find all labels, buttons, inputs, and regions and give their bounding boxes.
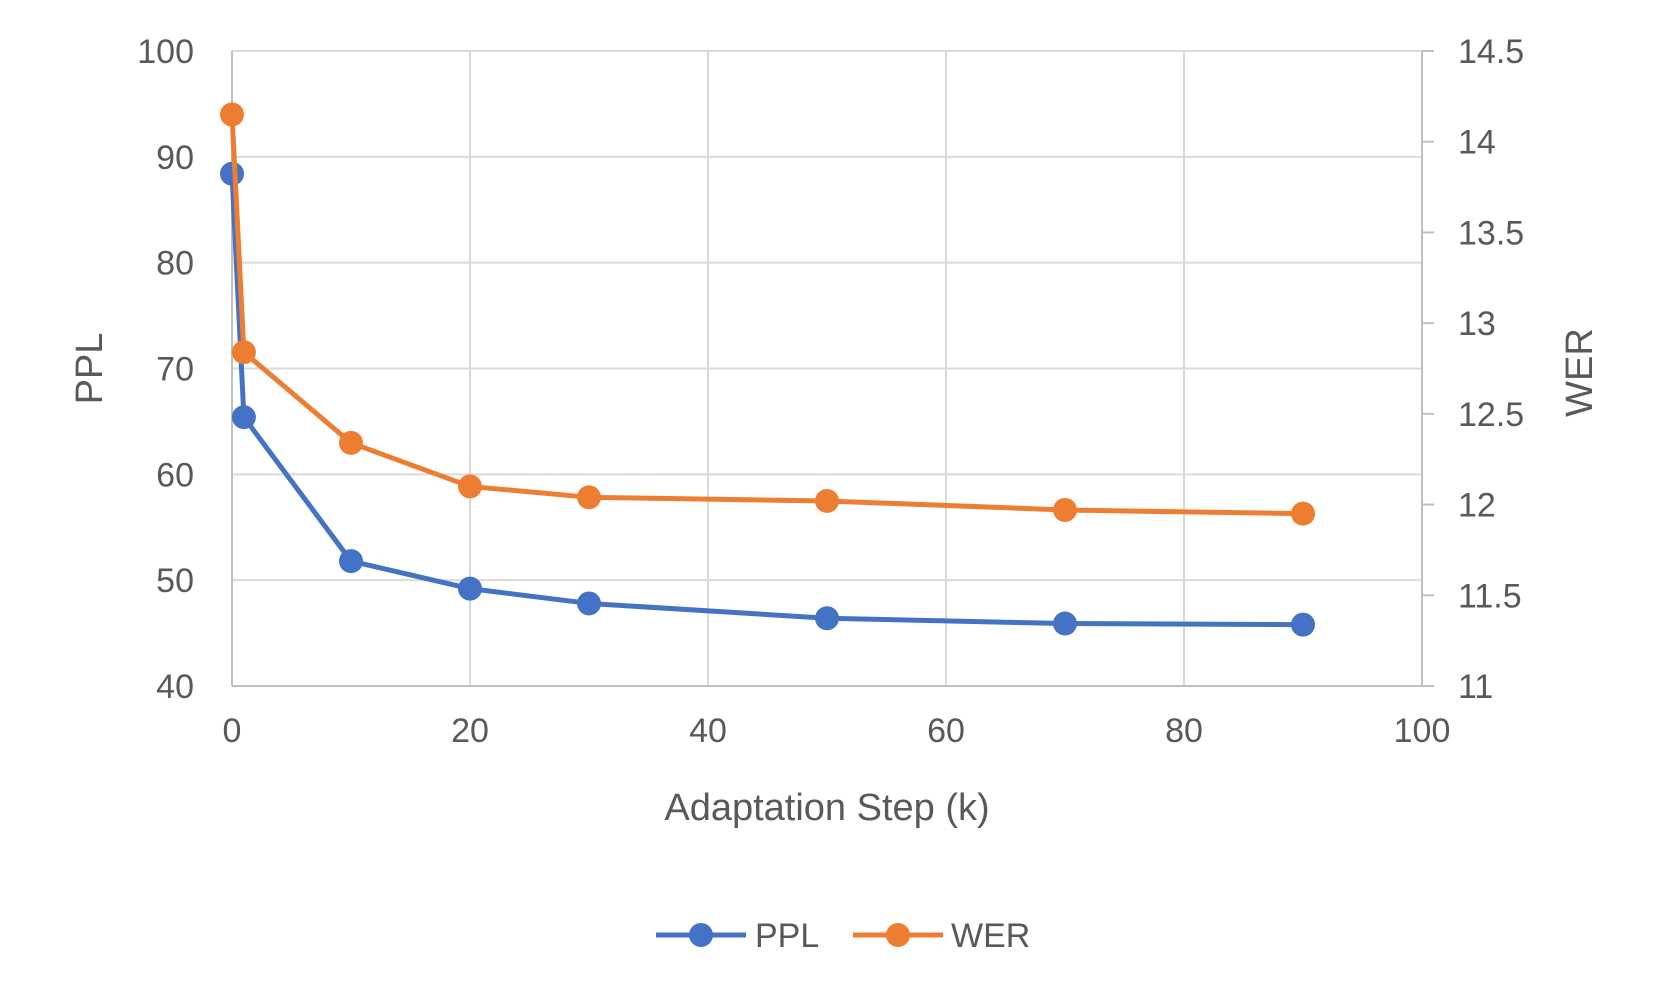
ppl-data-point <box>220 161 244 186</box>
wer-data-point <box>231 340 256 365</box>
y2-tick-label: 14 <box>1458 124 1496 162</box>
wer-data-point <box>1053 498 1077 523</box>
x-tick-label: 40 <box>689 712 727 750</box>
wer-data-point <box>815 488 839 513</box>
gridlines <box>231 50 1423 687</box>
y-tick-label: 50 <box>156 562 194 600</box>
x-tick-label: 80 <box>1165 712 1203 750</box>
y-tick-label: 70 <box>156 351 194 389</box>
wer-data-point <box>220 102 244 127</box>
y-tick-label: 80 <box>156 245 194 283</box>
y2-tick-label: 11.5 <box>1458 577 1522 615</box>
ppl-series-line <box>229 171 1306 628</box>
y2-axis-title: WER <box>1559 328 1601 417</box>
ppl-data-point <box>231 405 256 430</box>
legend: PPL WER <box>656 917 1030 955</box>
y2-tick-label: 13.5 <box>1458 214 1524 252</box>
x-axis-title: Adaptation Step (k) <box>664 787 989 829</box>
wer-data-point <box>577 485 601 510</box>
x-tick-label: 60 <box>927 712 965 750</box>
x-tick-label: 0 <box>223 712 242 750</box>
ppl-data-point <box>577 591 601 616</box>
x-tick-label: 20 <box>451 712 489 750</box>
y2-tick-label: 14.5 <box>1458 33 1524 71</box>
y-tick-label: 60 <box>156 456 194 494</box>
ppl-data-point <box>458 576 482 601</box>
series-lines <box>220 102 1315 637</box>
y-axis-title: PPL <box>69 333 111 405</box>
y-tick-label: 40 <box>156 668 194 706</box>
y2-tick-label: 12 <box>1458 487 1496 525</box>
wer-legend-marker <box>886 923 910 947</box>
ppl-data-point <box>815 606 839 631</box>
y-tick-label: 100 <box>137 33 194 71</box>
y2-tick-label: 12.5 <box>1458 396 1524 434</box>
ppl-data-point <box>1053 611 1077 636</box>
ppl-data-point <box>339 549 363 574</box>
y2-tick-label: 13 <box>1458 305 1496 343</box>
x-tick-label: 100 <box>1394 712 1451 750</box>
wer-series-line <box>229 112 1306 517</box>
y-tick-label: 90 <box>156 139 194 177</box>
ppl-legend-marker <box>689 923 713 947</box>
wer-data-point <box>1291 501 1315 526</box>
wer-data-point <box>339 430 363 455</box>
ppl-data-point <box>1291 612 1315 637</box>
wer-data-point <box>458 474 482 499</box>
axis-labels: 4050607080901001111.51212.51313.51414.50… <box>69 33 1601 829</box>
y2-tick-label: 11 <box>1458 668 1493 706</box>
wer-legend-label: WER <box>951 917 1030 955</box>
ppl-legend-label: PPL <box>755 917 819 955</box>
